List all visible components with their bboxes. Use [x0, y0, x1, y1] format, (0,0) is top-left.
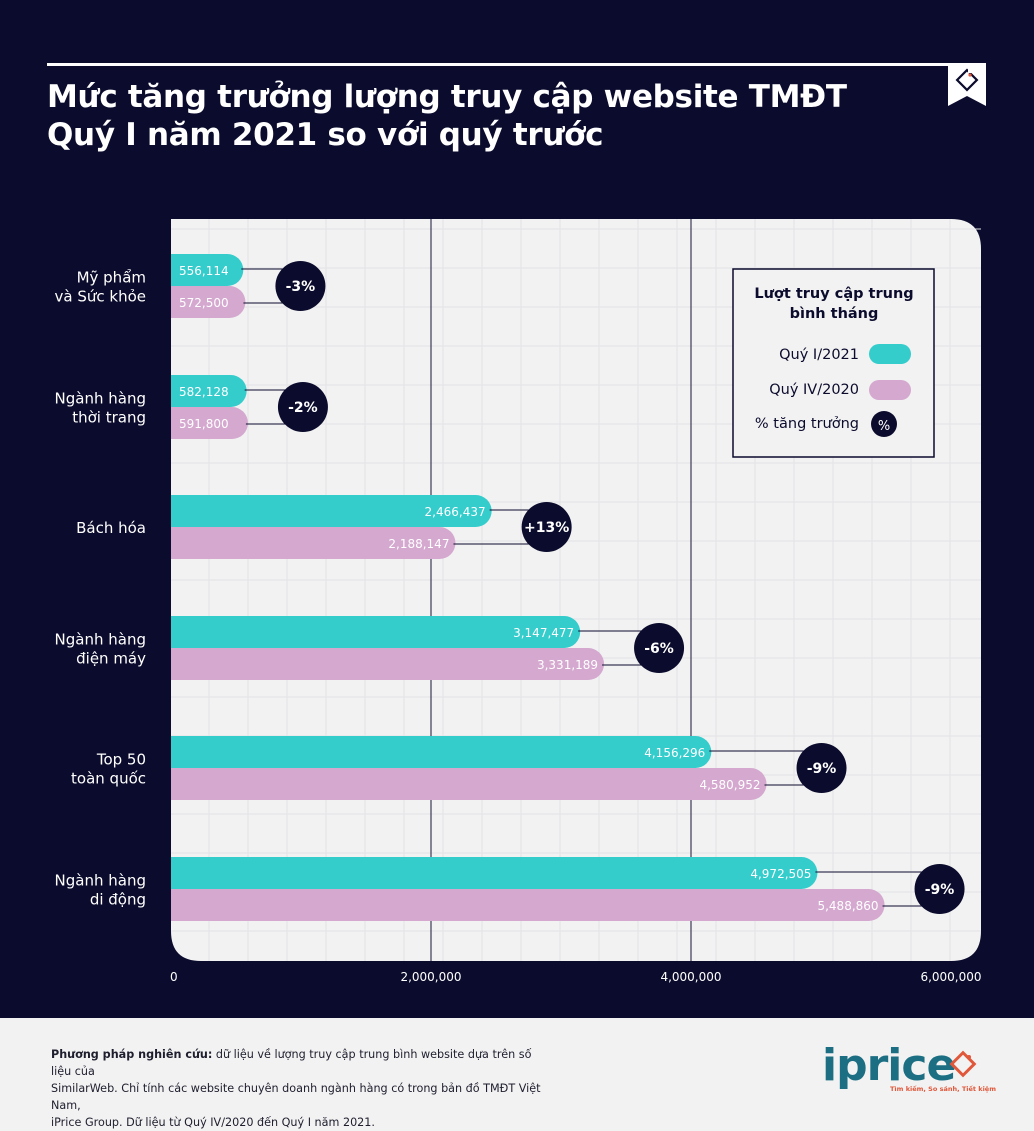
legend-title: Lượt truy cập trung [754, 286, 913, 302]
methodology-note: Phương pháp nghiên cứu: dữ liệu về lượng… [51, 1046, 551, 1131]
category-label: Ngành hàng [55, 631, 146, 649]
growth-label: -2% [288, 400, 318, 416]
growth-badge [521, 502, 572, 552]
x-tick-label: 0 [170, 970, 178, 984]
bar-value-label: 3,331,189 [537, 658, 598, 672]
logo-tagline: Tìm kiếm, So sánh, Tiết kiệm [890, 1085, 996, 1093]
methodology-label: Phương pháp nghiên cứu: [51, 1048, 213, 1061]
bar-value-label: 591,800 [179, 417, 229, 431]
bar-q4-2020 [171, 527, 456, 559]
x-tick-label: 2,000,000 [400, 970, 461, 984]
legend-label: Quý IV/2020 [769, 382, 859, 398]
bar-value-label: 556,114 [179, 264, 229, 278]
growth-badge [796, 743, 847, 793]
title-line-1: Mức tăng trưởng lượng truy cập website T… [47, 79, 847, 115]
bar-q1-2021 [171, 857, 818, 889]
bar-chart: 0 2,000,000 4,000,000 6,000,000 556,114 572,5… [55, 219, 982, 984]
methodology-line-3: iPrice Group. Dữ liệu từ Quý IV/2020 đến… [51, 1116, 375, 1129]
bar-value-label: 4,156,296 [644, 746, 705, 760]
bar-value-label: 5,488,860 [817, 899, 878, 913]
category-label: điện máy [76, 650, 146, 668]
bar-value-label: 4,972,505 [750, 867, 811, 881]
growth-badge [914, 864, 965, 914]
growth-label: -6% [644, 641, 674, 657]
growth-label: -9% [925, 882, 955, 898]
iprice-logo: iprice Tìm kiếm, So sánh, Tiết kiệm [822, 1040, 996, 1096]
legend-growth-badge [871, 411, 897, 437]
growth-badge [634, 623, 685, 673]
bar-q1-2021 [171, 616, 581, 648]
bar-q1-2021 [171, 736, 712, 768]
legend-title: bình tháng [790, 306, 879, 322]
category-label: Bách hóa [76, 519, 146, 537]
growth-label: -3% [286, 279, 316, 295]
legend-label: Quý I/2021 [779, 347, 859, 363]
bar-q1-2021 [171, 254, 244, 286]
category-label: Ngành hàng [55, 872, 146, 890]
bar-value-label: 2,188,147 [388, 537, 449, 551]
methodology-line-1: dữ liệu về lượng truy cập trung bình web… [51, 1048, 532, 1078]
growth-label: +13% [524, 520, 569, 536]
bar-value-label: 3,147,477 [513, 626, 574, 640]
category-label: Ngành hàng [55, 390, 146, 408]
category-label: Top 50 [96, 751, 146, 769]
bar-q4-2020 [171, 889, 885, 921]
page-title: Mức tăng trưởng lượng truy cập website T… [47, 78, 927, 154]
x-tick-label: 4,000,000 [660, 970, 721, 984]
bar-value-label: 582,128 [179, 385, 229, 399]
growth-label: -9% [807, 761, 837, 777]
category-label: Mỹ phẩm [77, 269, 146, 287]
bookmark-logo-icon [948, 63, 986, 106]
methodology-line-2: SimilarWeb. Chỉ tính các website chuyên … [51, 1082, 541, 1112]
legend-swatch-q1-2021 [869, 344, 911, 364]
legend-growth-symbol: % [878, 419, 890, 434]
logo-wordmark: iprice [822, 1040, 956, 1091]
bar-value-label: 4,580,952 [699, 778, 760, 792]
logo-diamond-icon [949, 1050, 977, 1078]
top-divider [47, 63, 985, 66]
bar-q4-2020 [171, 407, 248, 439]
category-label: di động [90, 891, 146, 909]
bar-q4-2020 [171, 648, 605, 680]
bar-value-label: 2,466,437 [425, 505, 486, 519]
category-label: thời trang [72, 409, 146, 427]
category-label: toàn quốc [71, 770, 146, 788]
growth-badge [275, 261, 326, 311]
bar-q1-2021 [171, 495, 492, 527]
bar-q4-2020 [171, 286, 246, 318]
bar-value-label: 572,500 [179, 296, 229, 310]
title-line-2: Quý I năm 2021 so với quý trước [47, 117, 604, 153]
bar-q4-2020 [171, 768, 767, 800]
category-label: và Sức khỏe [55, 288, 146, 306]
bar-q1-2021 [171, 375, 247, 407]
legend-swatch-q4-2020 [869, 380, 911, 400]
legend-label: % tăng trưởng [755, 416, 859, 432]
x-tick-label: 6,000,000 [920, 970, 981, 984]
growth-badge [277, 382, 328, 432]
